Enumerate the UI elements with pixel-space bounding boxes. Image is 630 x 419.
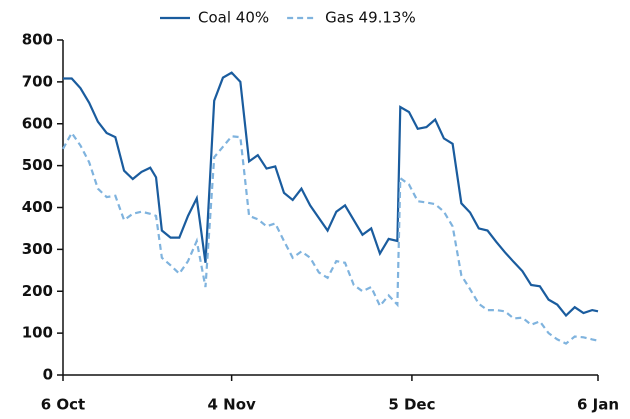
y-tick-label: 500 bbox=[22, 156, 53, 174]
series-line bbox=[62, 130, 599, 345]
x-tick-label: 5 Dec bbox=[388, 396, 435, 414]
x-tick-label: 6 Jan bbox=[577, 396, 619, 414]
x-tick-label: 4 Nov bbox=[207, 396, 256, 414]
x-tick-label: 6 Oct bbox=[41, 396, 85, 414]
y-tick-label: 700 bbox=[22, 72, 53, 90]
y-tick-label: 0 bbox=[43, 366, 53, 384]
y-tick-label: 400 bbox=[22, 198, 53, 216]
y-tick-label: 300 bbox=[22, 240, 53, 258]
y-tick-label: 200 bbox=[22, 282, 53, 300]
series-line bbox=[63, 71, 599, 318]
y-tick-label: 800 bbox=[22, 31, 53, 49]
y-tick-label: 100 bbox=[22, 324, 53, 342]
y-tick-label: 600 bbox=[22, 114, 53, 132]
legend-label: Gas 49.13% bbox=[325, 9, 416, 27]
legend-label: Coal 40% bbox=[198, 9, 269, 27]
